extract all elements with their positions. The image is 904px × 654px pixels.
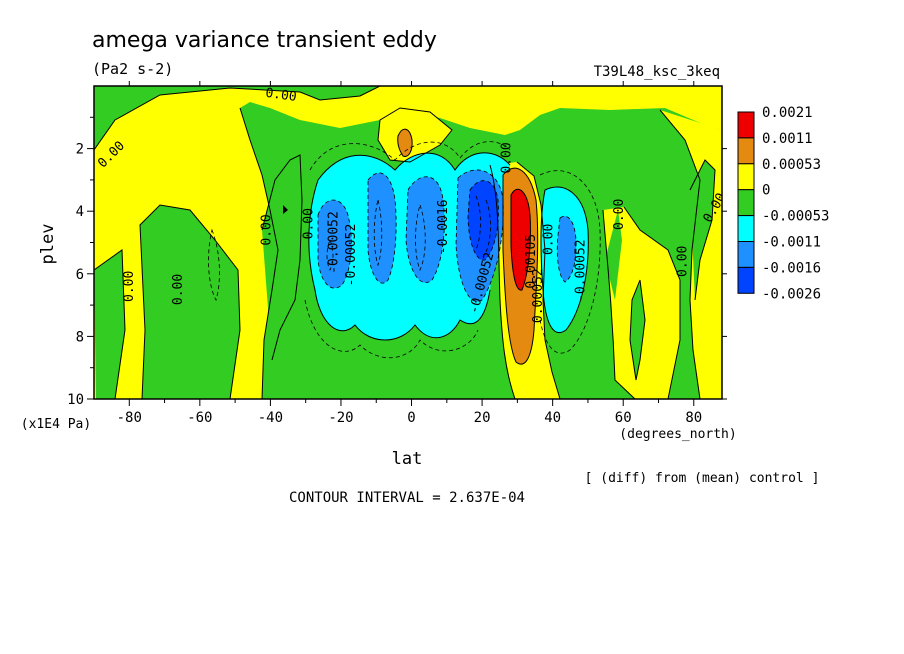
y-axis-unit: (x1E4 Pa) [21, 417, 91, 432]
negative-large-region [468, 180, 499, 261]
x-axis: -80 -60 -40 -20 0 20 40 60 80 [117, 81, 702, 426]
x-tick-label: -20 [328, 410, 353, 426]
contour-label: 0.00 [612, 199, 627, 230]
y-axis-label: plev [38, 224, 58, 265]
x-tick-label: 80 [685, 410, 702, 426]
contour-label: -0.00052 [326, 211, 341, 274]
x-tick-label: 20 [474, 410, 491, 426]
positive-large-region [511, 189, 531, 291]
x-axis-unit: (degrees_north) [619, 427, 736, 442]
chart-title: amega variance transient eddy [92, 28, 437, 53]
contour-label: 0.00 [302, 208, 317, 239]
run-id-label: T39L48_ksc_3keq [594, 64, 720, 80]
colorbar-label: -0.0011 [762, 235, 821, 251]
colorbar-swatch [737, 241, 755, 268]
contour-marker [283, 205, 288, 214]
contour-lines [94, 86, 716, 399]
x-tick-label: 60 [615, 410, 632, 426]
contour-label: 0.00 [259, 214, 274, 245]
contour-label: -0.0016 [436, 199, 451, 254]
y-tick-label: 6 [76, 267, 84, 283]
colorbar-label: 0.0011 [762, 131, 813, 147]
y-tick-label: 4 [76, 204, 84, 220]
contour-label: 0.00 [499, 142, 514, 173]
colorbar-label: -0.00053 [762, 209, 829, 225]
x-axis-label: lat [392, 449, 423, 469]
contour-label: 0.00 [542, 224, 557, 255]
contour-label: -0.00052 [344, 224, 359, 287]
contour-label-layer: 0.000.000.00 0.000.00 0.00 -0.00052 -0.00052… [95, 86, 722, 323]
contour-field: 0.000.000.00 0.000.00 0.00 -0.00052 -0.00052… [94, 86, 722, 399]
x-tick-label: -40 [258, 410, 283, 426]
near-zero-regions [94, 86, 715, 399]
contour-label: 0.00105 [524, 234, 539, 289]
colorbar-swatch [737, 215, 755, 243]
contour-label: 0.00 [264, 86, 297, 105]
x-tick-label: -60 [187, 410, 212, 426]
colorbar: 0.0021 0.0011 0.00053 0 -0.00053 -0.0011 -0.00… [737, 105, 829, 302]
contour-label: 0.00 [171, 274, 186, 305]
y-tick-label: 8 [76, 329, 84, 345]
y-axis: 2 4 6 8 10 [67, 116, 727, 408]
x-tick-label: 40 [544, 410, 561, 426]
contour-label: 0.00 [122, 271, 137, 302]
colorbar-swatch [737, 111, 755, 139]
colorbar-swatch [737, 163, 755, 191]
colorbar-label: 0 [762, 183, 770, 199]
diff-note: [ (diff) from (mean) control ] [585, 471, 820, 486]
contour-label: -0.00052 [573, 239, 588, 302]
x-tick-label: -80 [117, 410, 142, 426]
colorbar-label: -0.0016 [762, 260, 821, 276]
colorbar-label: 0.0021 [762, 105, 813, 121]
colorbar-swatch [737, 266, 755, 294]
contour-label: 0.00052 [531, 268, 546, 323]
contour-interval: CONTOUR INTERVAL = 2.637E-04 [289, 490, 525, 506]
units-label: (Pa2 s-2) [92, 60, 173, 78]
colorbar-swatch [737, 189, 755, 217]
contour-label: 0.00 [676, 246, 691, 277]
colorbar-label: -0.0026 [762, 286, 821, 302]
colorbar-label: 0.00053 [762, 157, 821, 173]
y-tick-label: 10 [67, 392, 84, 408]
upper-positive-blob [397, 129, 413, 157]
colorbar-swatch [737, 137, 755, 165]
y-tick-label: 2 [76, 142, 84, 158]
x-tick-label: 0 [407, 410, 415, 426]
dashed-contour-lines [208, 141, 601, 359]
